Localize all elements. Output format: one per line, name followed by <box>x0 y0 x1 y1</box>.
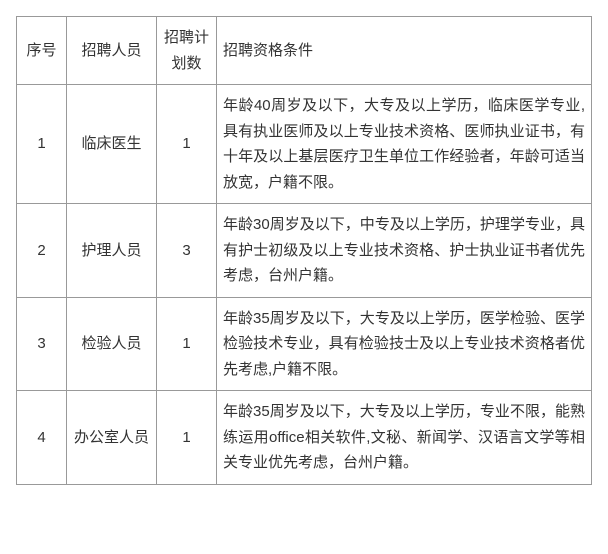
cell-seq: 2 <box>17 204 67 298</box>
cell-requirements: 年龄35周岁及以下，大专及以上学历，专业不限，能熟练运用office相关软件,文… <box>217 391 592 485</box>
cell-position: 检验人员 <box>67 297 157 391</box>
cell-requirements: 年龄40周岁及以下，大专及以上学历，临床医学专业,具有执业医师及以上专业技术资格… <box>217 85 592 204</box>
table-row: 2 护理人员 3 年龄30周岁及以下，中专及以上学历，护理学专业，具有护士初级及… <box>17 204 592 298</box>
cell-seq: 3 <box>17 297 67 391</box>
table-row: 3 检验人员 1 年龄35周岁及以下，大专及以上学历，医学检验、医学检验技术专业… <box>17 297 592 391</box>
cell-count: 1 <box>157 391 217 485</box>
cell-position: 临床医生 <box>67 85 157 204</box>
cell-count: 1 <box>157 297 217 391</box>
table-row: 1 临床医生 1 年龄40周岁及以下，大专及以上学历，临床医学专业,具有执业医师… <box>17 85 592 204</box>
table-row: 4 办公室人员 1 年龄35周岁及以下，大专及以上学历，专业不限，能熟练运用of… <box>17 391 592 485</box>
cell-requirements: 年龄35周岁及以下，大专及以上学历，医学检验、医学检验技术专业，具有检验技士及以… <box>217 297 592 391</box>
cell-requirements: 年龄30周岁及以下，中专及以上学历，护理学专业，具有护士初级及以上专业技术资格、… <box>217 204 592 298</box>
header-requirements: 招聘资格条件 <box>217 17 592 85</box>
cell-count: 1 <box>157 85 217 204</box>
cell-seq: 4 <box>17 391 67 485</box>
recruitment-table: 序号 招聘人员 招聘计划数 招聘资格条件 1 临床医生 1 年龄40周岁及以下，… <box>16 16 592 485</box>
cell-position: 办公室人员 <box>67 391 157 485</box>
table-header-row: 序号 招聘人员 招聘计划数 招聘资格条件 <box>17 17 592 85</box>
table-body: 1 临床医生 1 年龄40周岁及以下，大专及以上学历，临床医学专业,具有执业医师… <box>17 85 592 485</box>
cell-position: 护理人员 <box>67 204 157 298</box>
header-seq: 序号 <box>17 17 67 85</box>
cell-count: 3 <box>157 204 217 298</box>
header-count: 招聘计划数 <box>157 17 217 85</box>
header-position: 招聘人员 <box>67 17 157 85</box>
cell-seq: 1 <box>17 85 67 204</box>
